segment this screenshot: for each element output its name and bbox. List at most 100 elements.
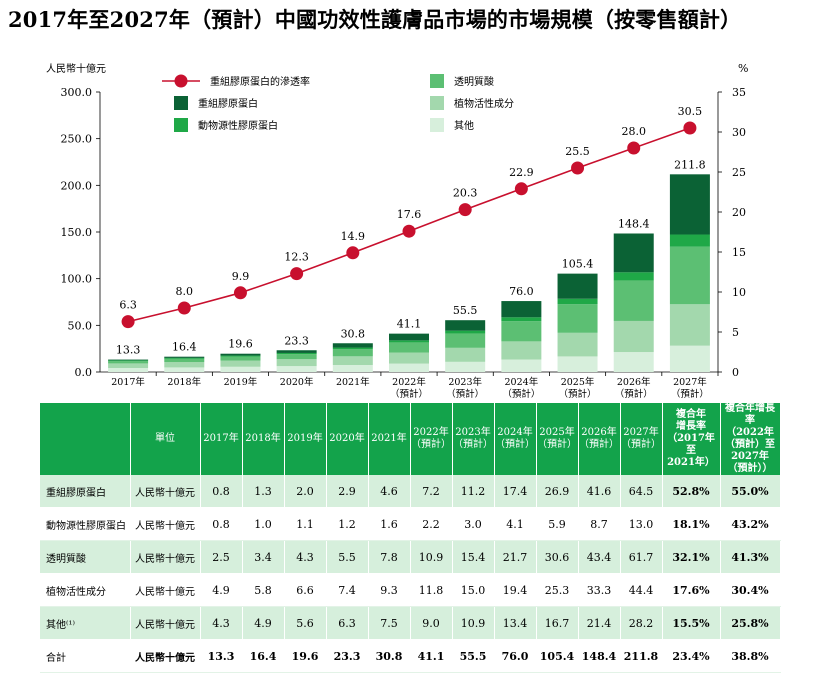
penetration-label: 20.3 [453,187,478,200]
value-cell: 76.0 [494,639,537,673]
value-cell: 19.4 [494,573,537,607]
value-cell: 1.2 [326,507,369,541]
value-cell: 16.4 [242,639,285,673]
value-cell: 5.6 [284,606,327,640]
value-cell: 13.3 [200,639,243,673]
penetration-point [627,141,641,155]
table-row: 其他⁽¹⁾ 人民幣十億元 4.3 4.9 5.6 6.3 7.5 9.0 10.9 13.4 16.… [40,606,781,640]
penetration-point [121,315,135,329]
page-title: 2017年至2027年（預計）中國功效性護膚品市場的市場規模（按零售額計） [8,7,742,32]
unit-cell: 人民幣十億元 [130,639,201,673]
bar-total-label: 55.5 [453,304,478,317]
penetration-label: 22.9 [509,166,534,179]
cagr-cell: 30.4% [720,573,781,607]
bar-segment [389,342,429,353]
table-row: 動物源性膠原蛋白 人民幣十億元 0.8 1.0 1.1 1.2 1.6 2.2 3.0 4.1 5.… [40,507,781,541]
bar-segment [557,304,598,333]
penetration-label: 17.6 [397,208,422,221]
right-tick-label: 20 [732,206,746,219]
right-tick-label: 25 [732,166,746,179]
table-body: 重組膠原蛋白 人民幣十億元 0.8 1.3 2.0 2.9 4.6 7.2 11.2 17.4 26… [40,475,781,673]
value-cell: 4.3 [284,540,327,574]
x-tick-label: 2024年 [505,376,539,388]
right-tick-label: 0 [732,366,739,379]
penetration-point [458,203,472,217]
bar-total-label: 76.0 [509,285,534,298]
value-cell: 5.8 [242,573,285,607]
cagr-cell: 17.6% [662,573,721,607]
value-cell: 13.0 [620,507,663,541]
value-cell: 8.7 [578,507,621,541]
value-cell: 7.2 [410,475,453,508]
bar-total-label: 19.6 [228,338,253,351]
value-cell: 105.4 [536,639,579,673]
x-tick-label: 2026年 [617,376,651,388]
bar-total-label: 105.4 [562,258,594,271]
value-cell: 4.9 [200,573,243,607]
value-cell: 13.4 [494,606,537,640]
bar-segment [501,301,542,318]
bar-total-label: 148.4 [618,217,650,230]
table-header-cell: 複合年增長率 （2022年 （預計）至 2027年 （預計）） [720,403,781,475]
bar-segment [445,320,486,331]
bar-segment [108,367,149,372]
penetration-label: 30.5 [678,105,703,118]
bar-segment [108,363,149,368]
bar-segment [613,320,654,353]
value-cell: 2.9 [326,475,369,508]
bar-segment [164,358,205,363]
left-tick-label: 250.0 [61,133,93,146]
bar-total-label: 211.8 [674,158,706,171]
value-cell: 4.1 [494,507,537,541]
cagr-cell: 52.8% [662,475,721,508]
bar-segment [389,363,429,372]
left-tick-label: 150.0 [61,226,93,239]
x-tick-label: 2025年 [561,376,595,388]
bar-segment [501,317,542,322]
bar-segment [164,357,205,359]
penetration-point [346,246,360,260]
cagr-cell: 25.8% [720,606,781,640]
right-tick-label: 10 [732,286,746,299]
table-row: 重組膠原蛋白 人民幣十億元 0.8 1.3 2.0 2.9 4.6 7.2 11.2 17.4 26… [40,475,781,508]
bar-segment [613,272,654,281]
value-cell: 1.3 [242,475,285,508]
penetration-point [290,267,304,281]
right-tick-label: 30 [732,126,746,139]
value-cell: 33.3 [578,573,621,607]
value-cell: 16.7 [536,606,579,640]
value-cell: 15.4 [452,540,495,574]
value-cell: 148.4 [578,639,621,673]
bar-segment [108,360,149,362]
legend-swatch [430,96,444,110]
bar-segment [220,355,261,357]
row-name-cell: 其他⁽¹⁾ [40,606,131,640]
value-cell: 2.0 [284,475,327,508]
row-name-cell: 重組膠原蛋白 [40,475,131,508]
penetration-point [177,301,191,315]
bar-segment [220,356,261,361]
bar-segment [332,356,373,365]
cagr-cell: 15.5% [662,606,721,640]
x-tick-sublabel: （預計） [446,388,484,400]
value-cell: 6.6 [284,573,327,607]
penetration-point [683,121,697,135]
x-tick-label: 2022年 [392,376,426,388]
cagr-cell: 55.0% [720,475,781,508]
value-cell: 55.5 [452,639,495,673]
bar-segment [613,233,654,273]
bar-segment [220,360,261,367]
value-cell: 211.8 [620,639,663,673]
market-size-table: 單位 2017年 2018年 2019年 2020年 2021年 2022年 （預計） 2023… [40,403,781,673]
value-cell: 4.3 [200,606,243,640]
bar-segment [276,350,317,353]
value-cell: 10.9 [410,540,453,574]
bar-segment [445,361,486,372]
value-cell: 7.4 [326,573,369,607]
value-cell: 7.5 [368,606,411,640]
value-cell: 30.8 [368,639,411,673]
bar-segment [557,298,598,305]
value-cell: 25.3 [536,573,579,607]
bar-segment [332,347,373,350]
table-header-cell: 2022年 （預計） [410,403,453,475]
